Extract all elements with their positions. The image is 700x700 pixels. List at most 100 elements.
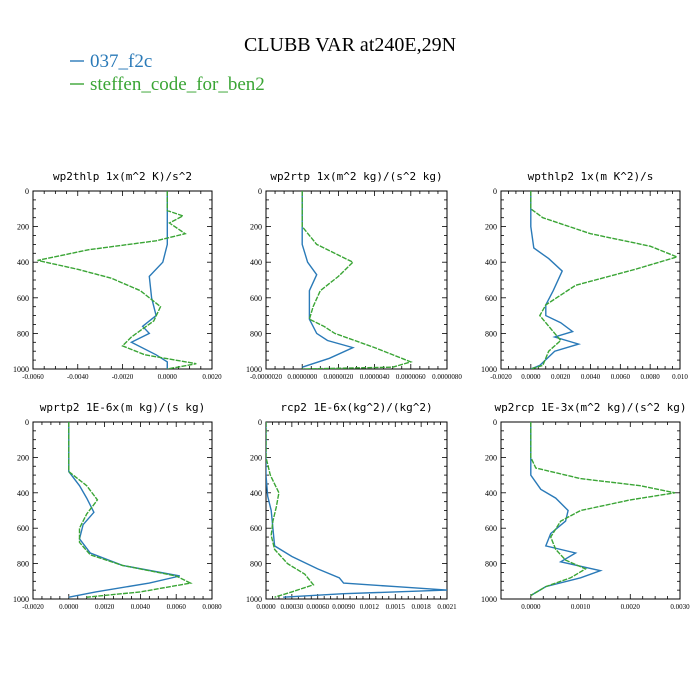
y-tick-label: 0 (493, 418, 497, 427)
plot-frame (265, 421, 448, 600)
y-tick-label: 800 (17, 329, 29, 338)
x-tick-label: 0.0000020 (324, 373, 354, 381)
y-tick-label: 600 (485, 294, 497, 303)
x-tick-label: 0.0080 (641, 373, 661, 381)
y-tick-label: 0 (493, 187, 497, 196)
panel-title: rcp2 1E-6x(kg^2)/(kg^2) (280, 401, 432, 414)
legend: 037_f2c steffen_code_for_ben2 (70, 51, 265, 95)
panel-title: wp2rcp 1E-3x(m^2 kg)/(s^2 kg) (494, 401, 686, 414)
y-tick-label: 800 (250, 329, 262, 338)
x-tick-label: 0.0018 (412, 603, 432, 611)
legend-label-steffen-code: steffen_code_for_ben2 (90, 74, 265, 95)
y-tick-label: 1000 (481, 595, 497, 604)
panel-2: wp2rtp 1x(m^2 kg)/(s^2 kg) 0 200 400 600 800 1… (246, 170, 462, 381)
x-tick-label: 0.0000040 (360, 373, 390, 381)
y-tick-label: 800 (485, 560, 497, 569)
series-line-steffen-code (301, 191, 413, 369)
panel-title: wpthlp2 1x(m K^2)/s (528, 170, 654, 183)
x-tick-label: 0.0000 (59, 603, 79, 611)
panel-6: wp2rcp 1E-3x(m^2 kg)/(s^2 kg) 0 200 400 600 8… (481, 401, 690, 611)
panel-title: wprtp2 1E-6x(m kg)/(s kg) (40, 401, 206, 414)
x-tick-label: 0.0080 (202, 603, 222, 611)
series-line-037-f2c (68, 422, 180, 598)
y-tick-label: 800 (485, 329, 497, 338)
series-line-steffen-code (530, 191, 680, 369)
x-tick-label: 0.00090 (332, 603, 355, 611)
panel-3: wpthlp2 1x(m K^2)/s 0 200 400 600 800 1000-0.0… (481, 170, 688, 381)
series-line-037-f2c (266, 422, 447, 598)
x-tick-label: 0.0000 (158, 373, 178, 381)
series-line-037-f2c (530, 422, 603, 597)
y-tick-label: 400 (485, 489, 497, 498)
x-tick-label: 0.0040 (581, 373, 601, 381)
panel-1: wp2thlp 1x(m^2 K)/s^202004006008001000-0… (13, 170, 222, 381)
y-tick-label: 0 (258, 187, 262, 196)
x-tick-label: 0.0020 (95, 603, 115, 611)
y-tick-label: 600 (250, 524, 262, 533)
x-tick-label: 0.0000060 (396, 373, 426, 381)
plot-frame (32, 190, 213, 370)
y-tick-label: 1000 (246, 365, 262, 374)
x-tick-label: 0.0020 (551, 373, 571, 381)
x-tick-label: 0.0012 (360, 603, 380, 611)
plot-frame (500, 421, 681, 600)
legend-label-037-f2c: 037_f2c (90, 51, 152, 72)
plot-frame (32, 421, 213, 600)
plot-frame (500, 190, 681, 370)
plot-frame (265, 190, 448, 370)
x-tick-label: -0.0000020 (250, 373, 283, 381)
y-tick-label: 600 (17, 524, 29, 533)
series-line-037-f2c (129, 191, 169, 369)
y-tick-label: 0 (258, 418, 262, 427)
x-tick-label: 0.0040 (131, 603, 151, 611)
x-tick-label: -0.0020 (22, 603, 44, 611)
y-tick-label: 1000 (13, 365, 29, 374)
x-tick-label: 0.0000 (521, 373, 541, 381)
series-line-steffen-code (266, 422, 315, 598)
y-tick-label: 1000 (246, 595, 262, 604)
y-tick-label: 200 (17, 223, 29, 232)
series-line-steffen-code (530, 422, 676, 597)
y-tick-label: 1000 (13, 595, 29, 604)
x-tick-label: 0.0000080 (432, 373, 462, 381)
y-tick-label: 400 (485, 258, 497, 267)
x-tick-label: 0.0000 (256, 603, 276, 611)
y-tick-label: 400 (17, 489, 29, 498)
x-tick-label: -0.0040 (67, 373, 89, 381)
series-line-steffen-code (37, 191, 197, 369)
x-tick-label: 0.0060 (167, 603, 187, 611)
x-tick-label: 0.00060 (306, 603, 329, 611)
y-tick-label: 200 (17, 453, 29, 462)
x-tick-label: 0.0021 (437, 603, 457, 611)
y-tick-label: 0 (25, 418, 29, 427)
x-tick-label: -0.0020 (490, 373, 512, 381)
x-tick-label: 0.0000 (521, 603, 541, 611)
series-line-037-f2c (530, 191, 582, 369)
series-line-037-f2c (301, 191, 355, 368)
x-tick-label: 0.0015 (386, 603, 406, 611)
x-tick-label: 0.00030 (280, 603, 303, 611)
x-tick-label: 0.0020 (621, 603, 641, 611)
panel-title: wp2thlp 1x(m^2 K)/s^2 (53, 170, 192, 183)
y-tick-label: 400 (250, 258, 262, 267)
y-tick-label: 800 (250, 560, 262, 569)
y-tick-label: 400 (250, 489, 262, 498)
panel-5: rcp2 1E-6x(kg^2)/(kg^2) 0 200 400 600 800 1000… (246, 401, 457, 611)
panel-title: wp2rtp 1x(m^2 kg)/(s^2 kg) (270, 170, 442, 183)
y-tick-label: 200 (250, 223, 262, 232)
x-tick-label: 0.0020 (202, 373, 222, 381)
panel-4: wprtp2 1E-6x(m kg)/(s kg) 0 200 400 600 800 10… (13, 401, 222, 611)
y-tick-label: 200 (485, 223, 497, 232)
figure-title: CLUBB VAR at240E,29N (244, 34, 456, 56)
x-tick-label: -0.0020 (112, 373, 134, 381)
series-line-steffen-code (68, 422, 193, 598)
y-tick-label: 400 (17, 258, 29, 267)
x-tick-label: 0.0010 (571, 603, 591, 611)
y-tick-label: 1000 (481, 365, 497, 374)
x-tick-label: 0.0000000 (287, 373, 317, 381)
y-tick-label: 200 (250, 453, 262, 462)
y-tick-label: 800 (17, 560, 29, 569)
x-tick-label: 0.0060 (611, 373, 631, 381)
